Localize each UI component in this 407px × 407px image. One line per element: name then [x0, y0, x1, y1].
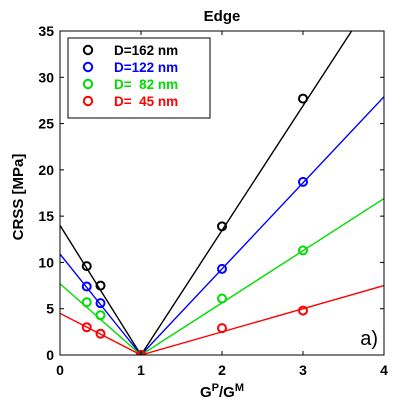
legend-marker-0: [82, 44, 94, 56]
legend: D=162 nm D=122 nm D= 82 nm D= 45 nm: [67, 37, 211, 119]
data-point-0-3: [217, 221, 227, 232]
legend-marker-1: [82, 61, 94, 73]
fit-line-0: [60, 31, 353, 355]
fit-line-3: [60, 284, 384, 355]
legend-label-1: D=122 nm: [114, 60, 178, 75]
y-tick-label: 25: [38, 116, 54, 132]
fit-line-2: [60, 197, 384, 355]
data-point-3-4: [298, 305, 308, 316]
legend-label-2: D= 82 nm: [114, 77, 178, 92]
data-point-2-1: [95, 310, 106, 321]
data-point-1-4: [298, 176, 308, 187]
panel-label: a): [360, 328, 378, 350]
data-point-3-0: [81, 322, 92, 333]
y-axis-label: CRSS [MPa]: [10, 154, 27, 241]
data-point-3-1: [95, 328, 106, 339]
legend-marker-2: [82, 78, 94, 90]
x-axis-label: GP/GM: [200, 382, 244, 401]
data-point-2-4: [298, 245, 308, 256]
fit-line-1: [60, 96, 384, 355]
x-tick-label: 0: [56, 362, 64, 378]
y-tick-label: 30: [38, 69, 54, 85]
y-tick-label: 35: [38, 23, 54, 39]
data-point-0-0: [81, 261, 92, 272]
legend-marker-3: [82, 95, 94, 107]
x-tick-label: 1: [137, 362, 145, 378]
y-tick-label: 5: [46, 301, 54, 317]
x-tick-label: 3: [299, 362, 307, 378]
data-point-1-3: [217, 263, 227, 274]
data-point-3-3: [217, 323, 227, 334]
y-tick-label: 10: [38, 254, 54, 270]
data-point-0-1: [95, 280, 106, 291]
chart-title: Edge: [204, 8, 241, 25]
data-point-2-3: [217, 293, 227, 304]
axes: 0 1 2 3 4 0 5 10 15 20 25 30 35: [38, 23, 388, 378]
x-tick-label: 2: [218, 362, 226, 378]
y-tick-label: 20: [38, 162, 54, 178]
data-point-1-1: [95, 298, 106, 309]
legend-label-3: D= 45 nm: [114, 94, 178, 109]
data-point-0-4: [298, 93, 308, 104]
y-tick-label: 0: [46, 347, 54, 363]
x-tick-label: 4: [380, 362, 388, 378]
y-tick-label: 15: [38, 208, 54, 224]
data-point-1-0: [81, 281, 92, 292]
data-point-2-0: [81, 297, 92, 308]
legend-label-0: D=162 nm: [114, 43, 178, 58]
